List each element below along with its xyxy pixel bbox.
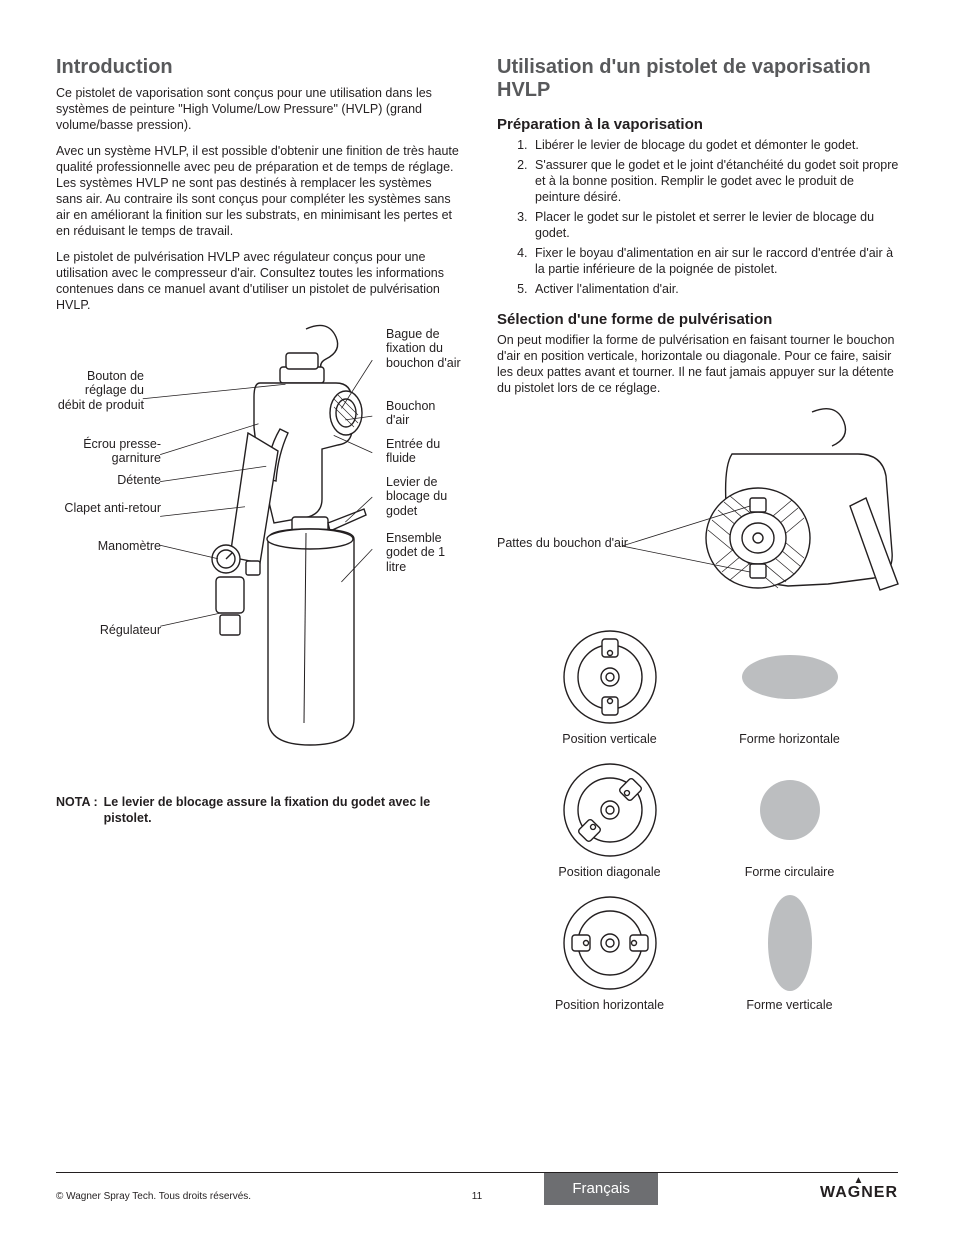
page-footer: © Wagner Spray Tech. Tous droits réservé…: [0, 1172, 954, 1213]
cap-vertical-label: Position verticale: [540, 732, 680, 747]
callout-check-valve: Clapet anti-retour: [56, 501, 161, 515]
spray-gun-svg: [196, 323, 396, 753]
intro-heading: Introduction: [56, 56, 461, 79]
callout-gauge: Manomètre: [56, 539, 161, 553]
wagner-logo-text: WAGNER: [820, 1184, 898, 1201]
prep-item: Libérer le levier de blocage du godet et…: [531, 137, 902, 153]
intro-para-2: Avec un système HVLP, il est possible d'…: [56, 143, 461, 239]
cap-horizontal: Position horizontale: [540, 888, 680, 1013]
intro-para-1: Ce pistolet de vaporisation sont conçus …: [56, 85, 461, 133]
usage-heading: Utilisation d'un pistolet de vaporisatio…: [497, 56, 902, 102]
pattern-circular: Forme circulaire: [720, 755, 860, 880]
copyright-text: © Wagner Spray Tech. Tous droits réservé…: [56, 1191, 251, 1202]
selection-heading: Sélection d'une forme de pulvérisation: [497, 311, 902, 328]
language-tab: Français: [544, 1173, 658, 1205]
pattern-horizontal: Forme horizontale: [720, 622, 860, 747]
prep-item: Fixer le boyau d'alimentation en air sur…: [531, 245, 902, 277]
tabs-label: Pattes du bouchon d'air: [497, 536, 628, 550]
prep-item: S'assurer que le godet et le joint d'éta…: [531, 157, 902, 205]
callout-cup-lock: Levier de blocage du godet: [386, 475, 462, 518]
nota-text: Le levier de blocage assure la fixation …: [104, 795, 461, 826]
left-column: Introduction Ce pistolet de vaporisation…: [56, 56, 461, 1021]
pattern-row: Position horizontale Forme verticale: [497, 888, 902, 1013]
cap-vertical: Position verticale: [540, 622, 680, 747]
selection-para: On peut modifier la forme de pulvérisati…: [497, 332, 902, 396]
prep-heading: Préparation à la vaporisation: [497, 116, 902, 133]
callout-regulator: Régulateur: [56, 623, 161, 637]
pattern-row: Position diagonale Forme circulaire: [497, 755, 902, 880]
callout-aircap: Bouchon d'air: [386, 399, 462, 428]
prep-item: Placer le godet sur le pistolet et serre…: [531, 209, 902, 241]
pattern-vertical: Forme verticale: [720, 888, 860, 1013]
aircap-tabs-diagram: Pattes du bouchon d'air: [497, 406, 902, 616]
cap-horizontal-label: Position horizontale: [540, 998, 680, 1013]
pattern-circular-label: Forme circulaire: [720, 865, 860, 880]
callout-packing-nut: Écrou presse-garniture: [56, 437, 161, 466]
prep-list: Libérer le levier de blocage du godet et…: [497, 137, 902, 297]
callout-trigger: Détente: [56, 473, 161, 487]
callout-cup: Ensemble godet de 1 litre: [386, 531, 466, 574]
cap-diagonal: Position diagonale: [540, 755, 680, 880]
page-number: 11: [472, 1191, 482, 1202]
pattern-vertical-label: Forme verticale: [720, 998, 860, 1013]
intro-para-3: Le pistolet de pulvérisation HVLP avec r…: [56, 249, 461, 313]
prep-item: Activer l'alimentation d'air.: [531, 281, 902, 297]
pattern-row: Position verticale Forme horizontale: [497, 622, 902, 747]
cap-diagonal-label: Position diagonale: [540, 865, 680, 880]
pattern-horizontal-label: Forme horizontale: [720, 732, 860, 747]
nota-label: NOTA :: [56, 795, 104, 826]
callout-aircap-ring: Bague de fixation du bouchon d'air: [386, 327, 462, 370]
right-column: Utilisation d'un pistolet de vaporisatio…: [497, 56, 902, 1021]
callout-fluid-inlet: Entrée du fluide: [386, 437, 462, 466]
nota-block: NOTA : Le levier de blocage assure la fi…: [56, 795, 461, 826]
callout-knob: Bouton de réglage du débit de produit: [56, 369, 144, 412]
wagner-logo: ▲ WAGNER: [820, 1177, 898, 1202]
spray-pattern-grid: Position verticale Forme horizontale: [497, 622, 902, 1013]
spray-gun-diagram: Bouton de réglage du débit de produit Éc…: [56, 323, 461, 783]
